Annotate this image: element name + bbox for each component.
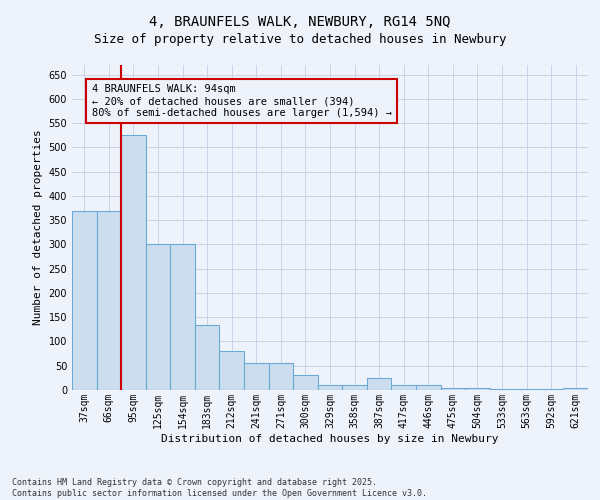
Text: Contains HM Land Registry data © Crown copyright and database right 2025.
Contai: Contains HM Land Registry data © Crown c… [12,478,427,498]
Bar [514,389,539,390]
Text: Size of property relative to detached houses in Newbury: Size of property relative to detached ho… [94,32,506,46]
Bar [146,244,170,390]
Bar [318,385,342,390]
Bar [563,388,588,390]
Bar [391,385,416,390]
Y-axis label: Number of detached properties: Number of detached properties [33,130,43,326]
Bar [72,210,97,390]
Bar [440,388,465,390]
Bar [121,136,146,390]
Bar [195,324,220,390]
Bar [416,385,440,390]
Bar [465,388,490,390]
Bar [97,210,121,390]
Bar [293,376,318,390]
Bar [170,244,195,390]
X-axis label: Distribution of detached houses by size in Newbury: Distribution of detached houses by size … [161,434,499,444]
Bar [244,364,269,390]
Bar [539,389,563,390]
Bar [269,364,293,390]
Bar [490,389,514,390]
Bar [367,378,391,390]
Bar [342,385,367,390]
Bar [220,351,244,390]
Text: 4, BRAUNFELS WALK, NEWBURY, RG14 5NQ: 4, BRAUNFELS WALK, NEWBURY, RG14 5NQ [149,15,451,29]
Text: 4 BRAUNFELS WALK: 94sqm
← 20% of detached houses are smaller (394)
80% of semi-d: 4 BRAUNFELS WALK: 94sqm ← 20% of detache… [92,84,392,117]
